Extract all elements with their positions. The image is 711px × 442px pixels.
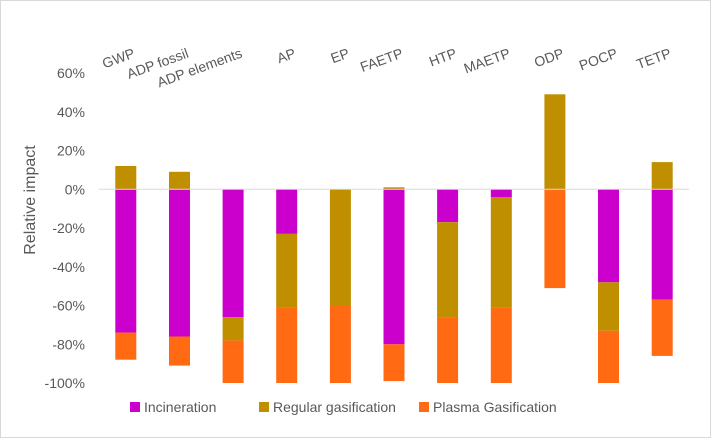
bar-segment — [276, 307, 298, 383]
category-label: HTP — [427, 45, 459, 70]
bars — [115, 94, 673, 383]
bar-segment — [169, 336, 190, 366]
bar-segment — [329, 189, 351, 306]
bar-segment — [115, 166, 137, 190]
y-tick-label: -80% — [52, 336, 85, 352]
y-axis-ticks: 60% 40% 20% 0% -20% -40% -60% -80% -100% — [45, 65, 85, 391]
bar-segment — [276, 189, 298, 234]
bar-segment — [329, 305, 351, 383]
bar-segment — [115, 189, 137, 333]
bar-segment — [544, 94, 566, 190]
bar-segment — [651, 189, 673, 300]
bar-segment — [276, 233, 298, 308]
bar-segment — [598, 282, 619, 331]
category-label: ODP — [532, 45, 566, 70]
bar-segment — [490, 189, 512, 198]
bar-segment — [383, 344, 405, 382]
bar-segment — [383, 187, 405, 190]
legend-label: Incineration — [144, 399, 216, 415]
bar-segment — [490, 307, 512, 383]
y-tick-label: 0% — [65, 181, 85, 197]
y-tick-label: -20% — [52, 220, 85, 236]
y-tick-label: -60% — [52, 298, 85, 314]
y-tick-label: -40% — [52, 259, 85, 275]
bar-segment — [383, 189, 405, 345]
legend-label: Plasma Gasification — [433, 399, 557, 415]
category-label: FAETP — [358, 45, 405, 75]
legend: Incineration Regular gasification Plasma G… — [130, 399, 557, 415]
bar-segment — [544, 189, 566, 289]
y-axis-title: Relative impact — [22, 145, 39, 255]
bar-segment — [222, 340, 244, 383]
y-tick-label: -100% — [45, 375, 85, 391]
legend-swatch — [259, 402, 269, 412]
bar-segment — [222, 189, 244, 318]
bar-segment — [651, 162, 673, 190]
bar-segment — [490, 197, 512, 308]
legend-swatch — [130, 402, 140, 412]
category-label: POCP — [577, 45, 620, 74]
category-label: MAETP — [462, 45, 513, 77]
legend-swatch — [419, 402, 429, 412]
legend-label: Regular gasification — [273, 399, 396, 415]
category-label: TETP — [634, 45, 673, 72]
bar-segment — [169, 189, 190, 337]
bar-segment — [437, 317, 459, 383]
bar-segment — [651, 299, 673, 356]
bar-segment — [437, 189, 459, 223]
category-label: EP — [328, 45, 351, 66]
legend-item: Regular gasification — [259, 399, 396, 415]
y-tick-label: 40% — [57, 104, 85, 120]
y-tick-label: 20% — [57, 143, 85, 159]
bar-segment — [598, 330, 619, 383]
category-label: AP — [275, 45, 298, 66]
bar-segment — [115, 332, 137, 360]
bar-segment — [598, 189, 619, 283]
y-tick-label: 60% — [57, 65, 85, 81]
bar-segment — [222, 317, 244, 341]
legend-item: Incineration — [130, 399, 216, 415]
bar-segment — [169, 171, 190, 190]
bar-segment — [437, 222, 459, 318]
legend-item: Plasma Gasification — [419, 399, 557, 415]
